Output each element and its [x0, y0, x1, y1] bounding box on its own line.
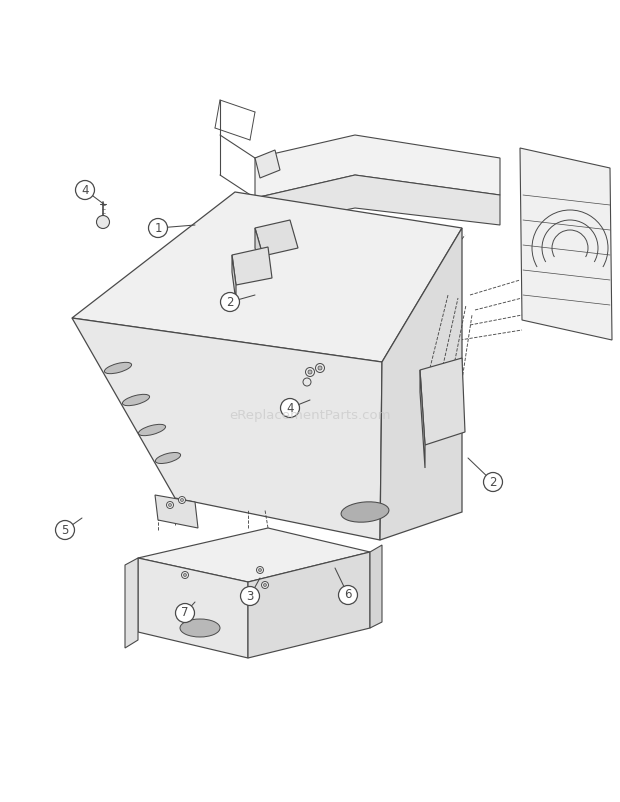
Text: 4: 4: [81, 184, 89, 196]
Polygon shape: [248, 552, 370, 658]
Polygon shape: [72, 192, 462, 362]
Circle shape: [262, 581, 268, 589]
Circle shape: [257, 566, 264, 573]
Circle shape: [306, 367, 314, 376]
Polygon shape: [255, 175, 500, 228]
Polygon shape: [420, 358, 465, 445]
Circle shape: [303, 378, 311, 386]
Ellipse shape: [156, 452, 180, 464]
Text: 2: 2: [489, 476, 497, 488]
Circle shape: [339, 585, 358, 605]
Circle shape: [318, 366, 322, 370]
Circle shape: [241, 586, 260, 606]
Circle shape: [56, 520, 74, 540]
Ellipse shape: [138, 424, 166, 435]
Polygon shape: [72, 318, 382, 540]
Circle shape: [175, 603, 195, 622]
Circle shape: [97, 216, 110, 229]
Circle shape: [76, 180, 94, 200]
Circle shape: [308, 370, 312, 374]
Circle shape: [259, 569, 262, 572]
Ellipse shape: [104, 363, 131, 374]
Text: 5: 5: [61, 524, 69, 537]
Polygon shape: [138, 558, 248, 658]
Polygon shape: [420, 370, 425, 468]
Polygon shape: [255, 150, 280, 178]
Polygon shape: [155, 495, 198, 528]
Polygon shape: [125, 558, 138, 648]
Polygon shape: [520, 148, 612, 340]
Polygon shape: [380, 228, 462, 540]
Polygon shape: [232, 247, 272, 285]
Circle shape: [264, 584, 267, 586]
Circle shape: [184, 573, 187, 577]
Text: 2: 2: [226, 295, 234, 309]
Polygon shape: [232, 255, 236, 302]
Circle shape: [182, 572, 188, 578]
Text: 7: 7: [181, 606, 188, 619]
Ellipse shape: [180, 619, 220, 637]
Polygon shape: [255, 228, 263, 275]
Ellipse shape: [122, 395, 149, 406]
Circle shape: [280, 399, 299, 418]
Ellipse shape: [341, 502, 389, 522]
Text: 6: 6: [344, 589, 352, 602]
Polygon shape: [370, 545, 382, 628]
Text: 3: 3: [246, 589, 254, 602]
Circle shape: [221, 293, 239, 311]
Circle shape: [179, 496, 185, 504]
Text: eReplacementParts.com: eReplacementParts.com: [229, 408, 391, 422]
Circle shape: [180, 499, 184, 501]
Polygon shape: [255, 220, 298, 256]
Circle shape: [149, 218, 167, 237]
Text: 1: 1: [154, 221, 162, 234]
Circle shape: [169, 504, 172, 507]
Polygon shape: [255, 135, 500, 198]
Text: 4: 4: [286, 402, 294, 415]
Polygon shape: [138, 528, 370, 582]
Circle shape: [167, 501, 174, 508]
Circle shape: [316, 363, 324, 372]
Circle shape: [484, 472, 502, 492]
